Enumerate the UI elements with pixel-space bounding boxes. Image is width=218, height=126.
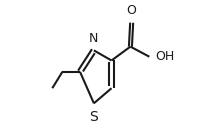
Text: N: N [89, 32, 98, 45]
Text: O: O [127, 4, 137, 17]
Text: S: S [90, 110, 98, 124]
Text: OH: OH [155, 50, 174, 63]
